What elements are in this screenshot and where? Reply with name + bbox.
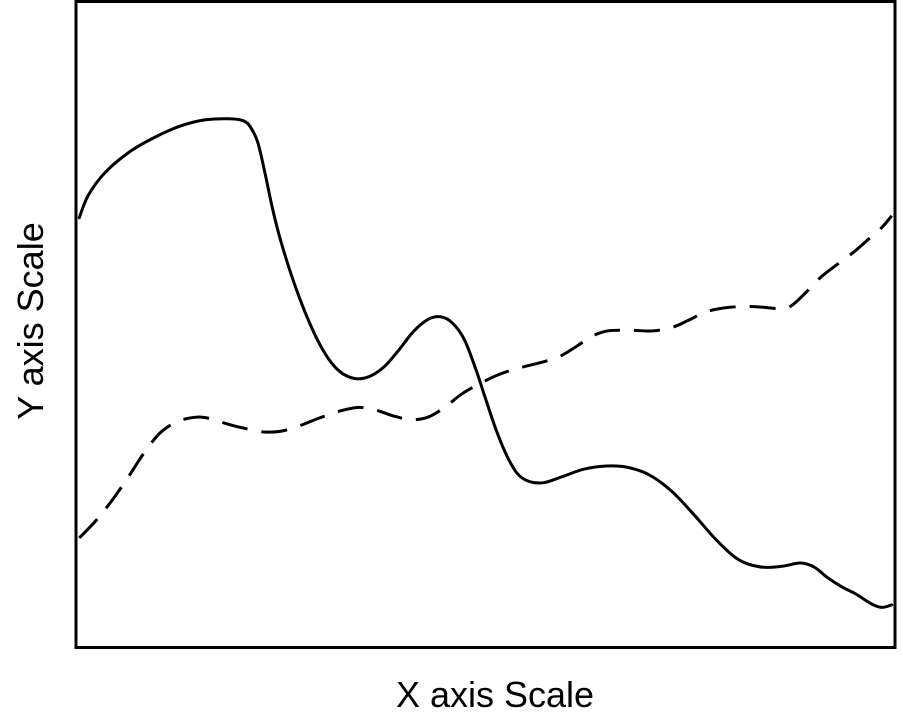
series-layer — [77, 117, 894, 609]
y-axis-label: Y axis Scale — [10, 222, 51, 419]
plot-area-frame — [74, 0, 897, 649]
series-line-solid — [77, 117, 894, 609]
x-axis-label: X axis Scale — [396, 674, 594, 715]
series-line-dashed — [78, 214, 893, 540]
